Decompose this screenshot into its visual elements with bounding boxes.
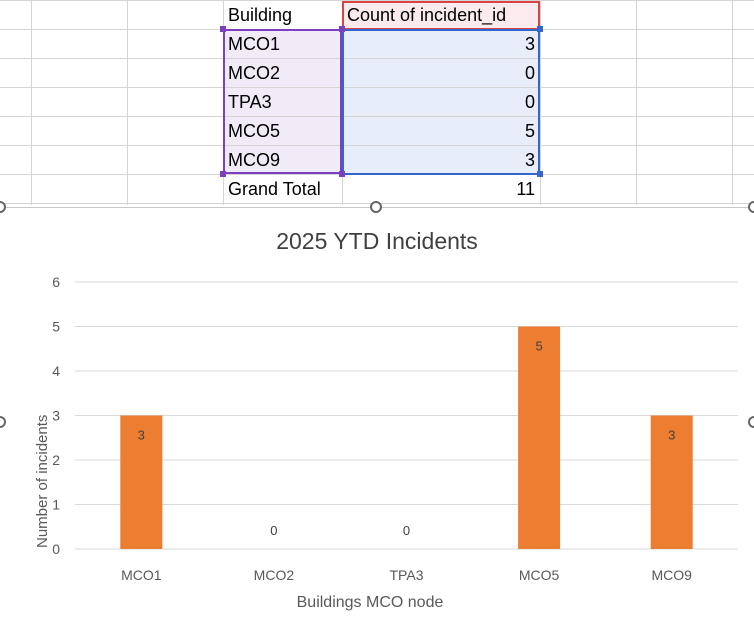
count-cell[interactable]: 3 [524,150,535,170]
column-gridline [636,0,637,205]
y-tick-label: 1 [52,497,60,513]
data-label: 5 [535,339,542,354]
building-reference-box [223,29,342,174]
row-gridline [0,0,754,1]
column-gridline [540,0,541,205]
y-axis-title[interactable]: Number of incidents [34,414,51,548]
building-cell[interactable]: MCO5 [228,121,281,141]
spreadsheet-grid[interactable]: Building Count of incident_id MCO1 3 MCO… [0,0,754,210]
count-range-highlight [342,29,540,174]
bar [518,326,561,549]
count-cell[interactable]: 0 [524,63,535,83]
y-tick-label: 3 [52,408,60,424]
range-resize-handle[interactable] [220,171,226,177]
count-reference-box [342,29,540,175]
header-count-cell[interactable]: Count of incident_id [347,5,507,25]
y-tick-label: 2 [52,452,60,468]
range-resize-handle[interactable] [220,26,226,32]
row-gridline [0,145,754,146]
range-resize-handle[interactable] [537,171,543,177]
building-cell[interactable]: MCO2 [228,63,281,83]
chart-resize-handle[interactable] [370,201,382,213]
building-range-highlight [223,29,342,174]
count-cell[interactable]: 3 [524,34,535,54]
data-label: 0 [270,523,277,538]
row-gridline [0,116,754,117]
building-cell[interactable]: MCO1 [228,34,281,54]
bar-chart-plot: 0 1 2 3 4 5 6 3 MCO1 0 MCO2 0 TPA3 5 MCO5 3 MCO9 [52,274,738,583]
data-label: 0 [403,523,410,538]
row-gridline [0,58,754,59]
building-cell[interactable]: TPA3 [228,92,272,112]
x-tick-label: MCO9 [651,567,692,583]
bar [120,415,163,549]
chart-resize-handle[interactable] [748,201,754,213]
count-cell[interactable]: 5 [524,121,535,141]
x-tick-label: MCO5 [519,567,560,583]
count-cell[interactable]: 0 [524,92,535,112]
chart-resize-handle[interactable] [0,201,6,213]
y-tick-label: 6 [52,274,60,290]
chart-object[interactable]: 2025 YTD Incidents 0 1 2 3 4 5 6 3 MCO1 0 MCO2 0 TPA… [0,207,754,631]
chart-title[interactable]: 2025 YTD Incidents [276,228,478,254]
x-tick-label: MCO1 [121,567,162,583]
header-range-highlight [342,1,540,29]
x-tick-label: TPA3 [390,567,424,583]
x-tick-label: MCO2 [254,567,295,583]
chart-resize-handle[interactable] [0,416,6,428]
grand-total-label[interactable]: Grand Total [228,179,321,199]
grand-total-value[interactable]: 11 [516,179,535,199]
range-resize-handle[interactable] [339,26,345,32]
header-building-cell[interactable]: Building [228,5,293,25]
range-resize-handle[interactable] [339,171,345,177]
chart-resize-handle[interactable] [748,416,754,428]
y-tick-label: 4 [52,363,60,379]
data-label: 3 [668,428,675,443]
y-tick-label: 5 [52,319,60,335]
y-tick-label: 0 [52,541,60,557]
column-gridline [732,0,733,205]
x-axis-title[interactable]: Buildings MCO node [296,594,444,611]
header-reference-box [342,1,540,30]
building-cell[interactable]: MCO9 [228,150,281,170]
column-gridline [127,0,128,205]
data-label: 3 [138,428,145,443]
column-gridline [31,0,32,205]
range-resize-handle[interactable] [537,26,543,32]
bar [650,415,693,549]
row-gridline [0,87,754,88]
